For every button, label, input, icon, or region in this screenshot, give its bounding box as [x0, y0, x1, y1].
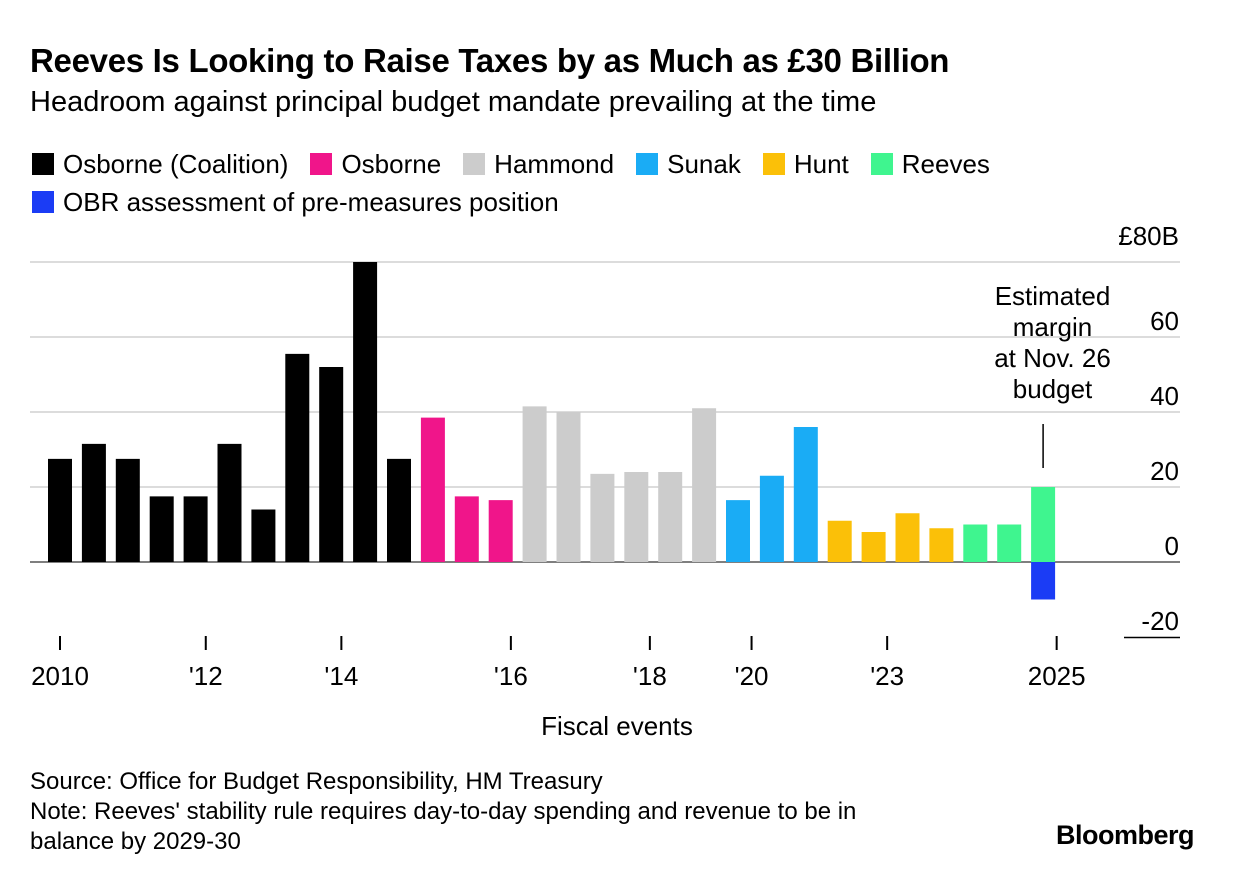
bar — [319, 367, 344, 562]
legend-swatch — [463, 153, 486, 175]
bar — [251, 509, 276, 562]
bar — [183, 496, 208, 562]
bar — [149, 496, 174, 562]
bar — [48, 458, 72, 562]
bar — [285, 353, 310, 562]
legend-label: Reeves — [901, 149, 990, 179]
bar — [929, 528, 954, 562]
note-line: Note: Reeves' stability rule requires da… — [30, 798, 857, 825]
bar — [115, 458, 140, 562]
bar — [692, 408, 717, 562]
bar — [1031, 562, 1056, 600]
bar-chart: 2010 '12 '14 '16 '18 '20 '23 2025 £80B 60 40 20 0 -2… — [30, 221, 1180, 741]
bar — [420, 417, 445, 562]
chart-title: Reeves Is Looking to Raise Taxes by as M… — [30, 42, 950, 79]
bar — [387, 458, 411, 562]
legend-swatch — [32, 153, 54, 175]
bar — [1031, 487, 1056, 562]
x-axis-label: Fiscal events — [541, 711, 693, 741]
legend-swatch — [762, 153, 785, 175]
bar — [454, 496, 479, 562]
legend-item: Hunt — [762, 146, 849, 182]
footer: Source: Office for Budget Responsibility… — [30, 767, 990, 857]
legend-label: Osborne — [341, 149, 442, 179]
bar — [217, 443, 242, 562]
legend-item: Sunak — [636, 146, 741, 182]
x-tick-label: 2010 — [31, 661, 89, 691]
legend-item: Reeves — [870, 146, 990, 182]
legend-label: OBR assessment of pre-measures position — [63, 187, 559, 217]
bar — [81, 443, 106, 562]
legend-item: Hammond — [463, 146, 614, 182]
bar — [861, 532, 886, 562]
legend-swatch — [870, 153, 893, 175]
bar — [793, 427, 818, 562]
legend-label: Sunak — [667, 149, 741, 179]
bar — [353, 262, 378, 562]
x-tick-label: '12 — [189, 661, 223, 691]
bar — [590, 473, 615, 562]
legend-item: Osborne (Coalition) — [32, 146, 288, 182]
bar — [658, 472, 683, 562]
annotation-line: at Nov. 26 — [994, 343, 1111, 373]
y-tick-label: -20 — [1141, 606, 1179, 636]
bar — [997, 524, 1022, 562]
x-axis: 2010 '12 '14 '16 '18 '20 '23 2025 — [31, 636, 1086, 691]
y-tick-label: 60 — [1150, 306, 1179, 336]
x-tick-label: '23 — [870, 661, 904, 691]
bar — [895, 513, 920, 562]
y-tick-label: £80B — [1118, 221, 1179, 251]
bar — [963, 524, 988, 562]
y-tick-label: 0 — [1165, 531, 1179, 561]
bar — [488, 500, 513, 562]
bar — [827, 520, 852, 562]
bar — [556, 412, 581, 562]
legend: Osborne (Coalition) Osborne Hammond Sunak Hu… — [32, 146, 1132, 222]
annotation: Estimated margin at Nov. 26 budget — [970, 281, 1135, 405]
x-tick-label: '14 — [324, 661, 358, 691]
legend-swatch — [636, 153, 659, 175]
bloomberg-logo: Bloomberg — [1055, 820, 1195, 850]
x-tick-label: '16 — [494, 661, 528, 691]
legend-label: Hunt — [793, 149, 849, 179]
legend-label: Osborne (Coalition) — [63, 149, 289, 179]
x-tick-label: 2025 — [1028, 661, 1086, 691]
bar — [726, 500, 750, 562]
bar — [624, 472, 649, 562]
annotation-line: Estimated — [994, 281, 1111, 311]
y-tick-label: 20 — [1150, 456, 1179, 486]
legend-label: Hammond — [494, 149, 615, 179]
x-tick-label: '20 — [735, 661, 769, 691]
y-axis: £80B 60 40 20 0 -20 — [1118, 221, 1179, 636]
chart-subtitle: Headroom against principal budget mandat… — [30, 86, 877, 118]
legend-swatch — [32, 191, 54, 213]
legend-item: Osborne — [310, 146, 441, 182]
annotation-line: budget — [1012, 374, 1093, 404]
note: Note: Reeves' stability rule requires da… — [30, 797, 990, 857]
x-tick-label: '18 — [633, 661, 667, 691]
annotation-line: margin — [1012, 312, 1093, 342]
bar — [522, 406, 547, 562]
bar — [759, 475, 784, 562]
legend-item: OBR assessment of pre-measures position — [32, 184, 559, 220]
y-tick-label: 40 — [1150, 381, 1179, 411]
source-note: Source: Office for Budget Responsibility… — [30, 768, 603, 795]
note-line: balance by 2029-30 — [30, 828, 241, 855]
bars — [48, 262, 1056, 600]
legend-swatch — [310, 153, 333, 175]
